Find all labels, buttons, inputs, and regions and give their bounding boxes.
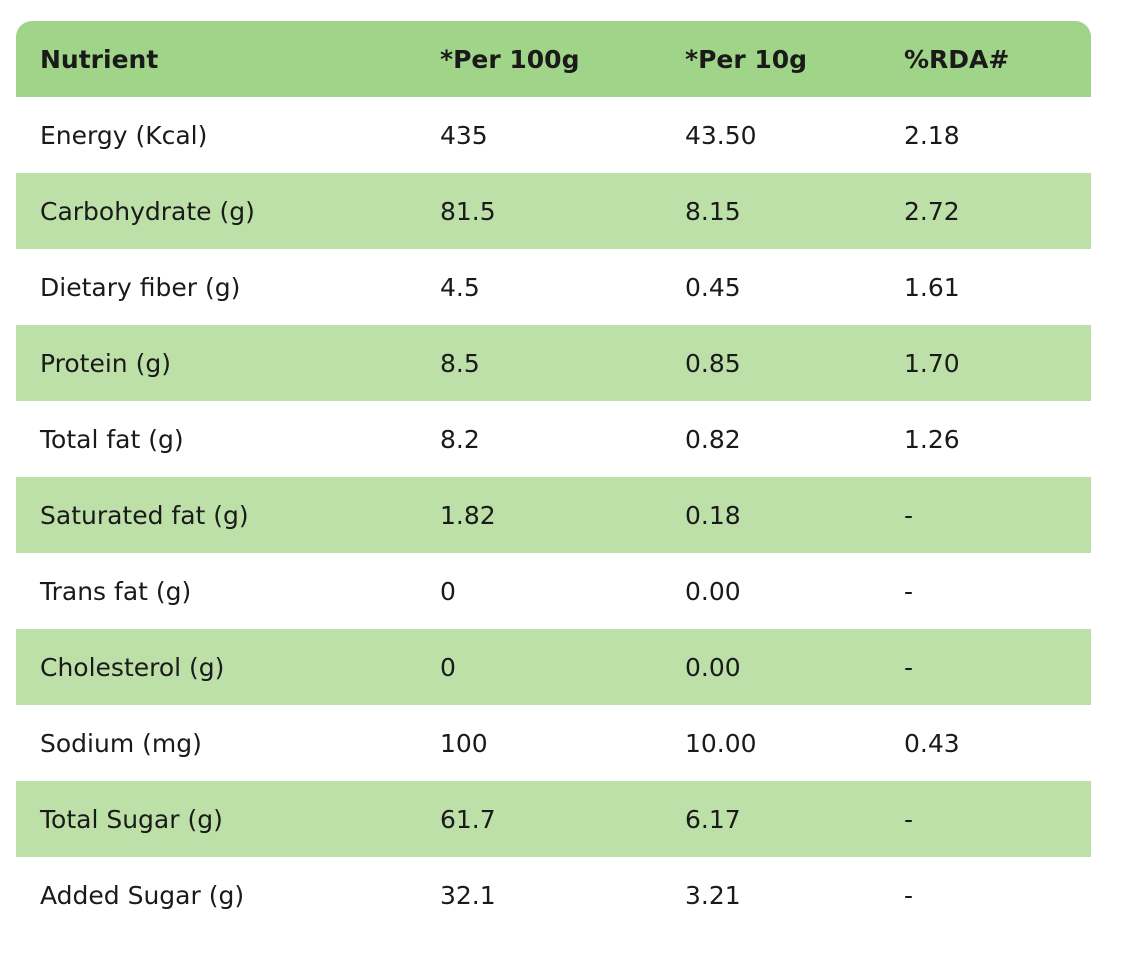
value-cell: 1.26: [904, 424, 960, 454]
nutrient-name: Total Sugar (g): [16, 781, 416, 857]
value-cell: 8.15: [661, 173, 880, 249]
value-cell: 0.85: [661, 325, 880, 401]
value-cell: 0.45: [685, 272, 741, 302]
value-cell: 61.7: [416, 781, 661, 857]
value-cell: -: [904, 880, 914, 910]
header-cell: Nutrient: [16, 21, 416, 97]
table-row: Total Sugar (g) 61.7 6.17-: [16, 781, 1091, 857]
value-cell: 0.82: [685, 424, 741, 454]
nutrient-name: Total fat (g): [40, 424, 184, 454]
value-cell: 2.18: [904, 120, 960, 150]
table-row: Protein (g) 8.5 0.85 1.70: [16, 325, 1091, 401]
value-cell: 100: [440, 728, 488, 758]
nutrient-name: Dietary fiber (g): [40, 272, 241, 302]
value-cell: 10.00: [685, 728, 757, 758]
table-row: Cholesterol (g) 0 0.00-: [16, 629, 1091, 705]
value-cell: 6.17: [661, 781, 880, 857]
value-cell: 0: [416, 629, 661, 705]
value-cell: 81.5: [416, 173, 661, 249]
table-row: Sodium (mg) 100 10.00 0.43: [16, 705, 1091, 781]
nutrient-name: Trans fat (g): [40, 576, 192, 606]
value-cell: 2.72: [880, 173, 1091, 249]
value-cell: 4.5: [440, 272, 480, 302]
value-cell: 0.00: [685, 576, 741, 606]
value-cell: 1.61: [904, 272, 960, 302]
header-cell: *Per 100g: [416, 21, 661, 97]
value-cell: 1.70: [880, 325, 1091, 401]
nutrient-name: Carbohydrate (g): [16, 173, 416, 249]
table-row: Carbohydrate (g) 81.5 8.15 2.72: [16, 173, 1091, 249]
table-row: Trans fat (g) 0 0.00 -: [16, 553, 1091, 629]
value-cell: 3.21: [685, 880, 741, 910]
nutrient-name: Saturated fat (g): [16, 477, 416, 553]
value-cell: 32.1: [440, 880, 496, 910]
nutrient-name: Sodium (mg): [40, 728, 202, 758]
value-cell: 8.2: [440, 424, 480, 454]
nutrition-table-container: Nutrient *Per 100g *Per 10g %RDA# Energy (K…: [16, 21, 1091, 933]
table-row: Energy (Kcal) 435 43.50 2.18: [16, 97, 1091, 173]
value-cell: 0.18: [661, 477, 880, 553]
value-cell: -: [880, 629, 1091, 705]
header-cell: *Per 10g: [661, 21, 880, 97]
nutrient-name: Energy (Kcal): [40, 120, 208, 150]
header-cell: %RDA#: [880, 21, 1091, 97]
header-row: Nutrient *Per 100g *Per 10g %RDA#: [16, 21, 1091, 97]
nutrient-name: Cholesterol (g): [16, 629, 416, 705]
value-cell: -: [880, 781, 1091, 857]
value-cell: -: [904, 576, 914, 606]
table-row: Dietary fiber (g) 4.5 0.45 1.61: [16, 249, 1091, 325]
nutrient-name: Protein (g): [16, 325, 416, 401]
nutrition-table: Nutrient *Per 100g *Per 10g %RDA# Energy (K…: [16, 21, 1091, 933]
value-cell: 0: [440, 576, 456, 606]
table-body: Energy (Kcal) 435 43.50 2.18 Carbohydrate (g…: [16, 97, 1091, 933]
value-cell: 0.43: [904, 728, 960, 758]
value-cell: 1.82: [416, 477, 661, 553]
value-cell: 8.5: [416, 325, 661, 401]
value-cell: -: [880, 477, 1091, 553]
table-row: Saturated fat (g) 1.82 0.18-: [16, 477, 1091, 553]
table-row: Added Sugar (g) 32.1 3.21 -: [16, 857, 1091, 933]
nutrient-name: Added Sugar (g): [40, 880, 245, 910]
table-row: Total fat (g) 8.2 0.82 1.26: [16, 401, 1091, 477]
value-cell: 43.50: [685, 120, 757, 150]
value-cell: 0.00: [661, 629, 880, 705]
value-cell: 435: [440, 120, 488, 150]
table-header: Nutrient *Per 100g *Per 10g %RDA#: [16, 21, 1091, 97]
